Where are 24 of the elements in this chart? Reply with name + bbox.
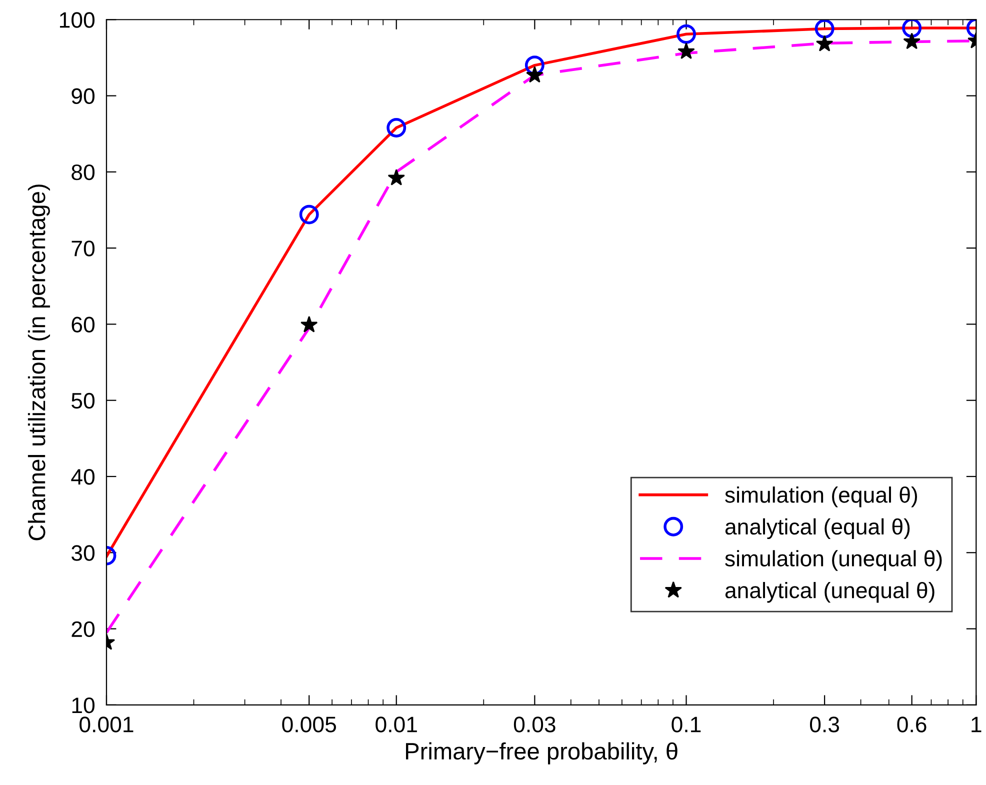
x-axis-title: Primary−free probability, θ xyxy=(406,742,678,764)
y-tick-label: 60 xyxy=(72,316,95,332)
x-tick-label: 0.1 xyxy=(672,716,701,732)
legend-label: analytical (equal θ) xyxy=(725,518,910,540)
x-tick-label: 1 xyxy=(972,716,982,732)
x-tick-label: 0.03 xyxy=(514,716,556,732)
y-tick-label: 50 xyxy=(72,392,95,409)
x-tick-label: 0.6 xyxy=(897,716,926,732)
y-tick-label: 80 xyxy=(72,164,95,180)
y-axis-title: Channel utilization (in percentage) xyxy=(28,184,50,540)
y-tick-label: 10 xyxy=(72,697,95,714)
y-tick-label: 20 xyxy=(72,621,95,638)
y-tick-label: 100 xyxy=(60,12,95,28)
y-tick-label: 40 xyxy=(71,469,95,485)
x-tick-label: 0.3 xyxy=(810,716,840,732)
legend-label: simulation (equal θ) xyxy=(725,486,918,508)
y-tick-label: 70 xyxy=(72,240,95,256)
legend-label: simulation (unequal θ) xyxy=(725,550,942,571)
y-tick-label: 90 xyxy=(72,88,95,104)
legend-label: analytical (unequal θ) xyxy=(725,582,934,603)
x-tick-label: 0.01 xyxy=(376,716,417,732)
y-tick-label: 30 xyxy=(72,545,95,561)
x-tick-label: 0.001 xyxy=(80,716,134,732)
x-tick-label: 0.005 xyxy=(282,716,336,732)
